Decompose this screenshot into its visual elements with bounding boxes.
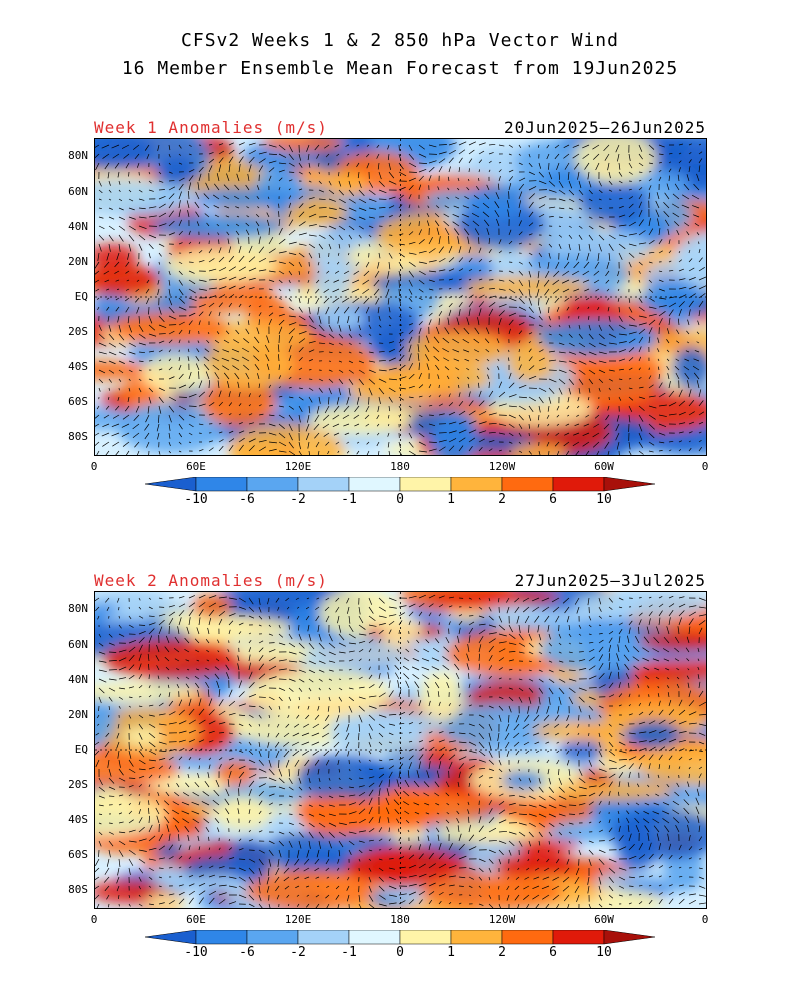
colorbar-label: -2 [290, 945, 306, 960]
colorbar-label: 1 [447, 492, 455, 507]
lat-label: 20S [68, 325, 88, 338]
colorbar-label: 0 [396, 492, 404, 507]
colorbar-label: 6 [549, 945, 557, 960]
colorbar-label: 0 [396, 945, 404, 960]
colorbar-label: 10 [596, 945, 612, 960]
lat-label: 20S [68, 778, 88, 791]
lat-label: 40N [68, 673, 88, 686]
lon-label: 120W [488, 460, 516, 473]
colorbar-label: -2 [290, 492, 306, 507]
colorbar-label: -1 [341, 492, 357, 507]
lat-label: 20N [68, 255, 88, 268]
lat-label: 60S [68, 395, 88, 408]
week2-dates: 27Jun2025—3Jul2025 [514, 571, 706, 590]
lon-label: 120W [488, 913, 516, 926]
colorbar-label: -6 [239, 492, 255, 507]
colorbar-label: -1 [341, 945, 357, 960]
week2-label: Week 2 Anomalies (m/s) [94, 571, 328, 590]
lat-label: 40S [68, 813, 88, 826]
anomaly-field [95, 139, 706, 455]
colorbar-label: 6 [549, 492, 557, 507]
lon-label: 180 [390, 460, 410, 473]
lat-label: 80S [68, 430, 88, 443]
lat-label: 60N [68, 185, 88, 198]
lat-label: 60N [68, 638, 88, 651]
colorbar-label: -6 [239, 945, 255, 960]
colorbar-label: -10 [184, 945, 208, 960]
colorbar-label: 2 [498, 945, 506, 960]
week2-anomaly-map [94, 591, 707, 909]
colorbar-label: 10 [596, 492, 612, 507]
lat-label: EQ [74, 743, 88, 756]
colorbar-label: 1 [447, 945, 455, 960]
lon-label: 60W [594, 913, 614, 926]
colorbar: -10 -6 -2 -1 0 1 2 6 10 [0, 477, 800, 517]
lon-label: 60E [186, 460, 206, 473]
lon-label: 0 [90, 913, 98, 926]
lon-label: 120E [284, 460, 312, 473]
chart-subtitle: 16 Member Ensemble Mean Forecast from 19… [121, 58, 679, 79]
chart-title: CFSv2 Weeks 1 & 2 850 hPa Vector Wind [181, 30, 619, 51]
week1-anomaly-map [94, 138, 707, 456]
colorbar: -10 -6 -2 -1 0 1 2 6 10 [0, 930, 800, 970]
lon-label: 60W [594, 460, 614, 473]
week1-label: Week 1 Anomalies (m/s) [94, 118, 328, 137]
lon-label: 120E [284, 913, 312, 926]
lat-label: 20N [68, 708, 88, 721]
colorbar-label: -10 [184, 492, 208, 507]
colorbar-label: 2 [498, 492, 506, 507]
lon-label: 0 [701, 460, 709, 473]
lon-label: 60E [186, 913, 206, 926]
lat-label: 40S [68, 360, 88, 373]
lon-label: 180 [390, 913, 410, 926]
lon-label: 0 [90, 460, 98, 473]
lat-label: 60S [68, 848, 88, 861]
lat-label: 80S [68, 883, 88, 896]
lat-label: EQ [74, 290, 88, 303]
anomaly-field [95, 592, 706, 908]
week1-dates: 20Jun2025—26Jun2025 [503, 118, 706, 137]
lat-label: 40N [68, 220, 88, 233]
lon-label: 0 [701, 913, 709, 926]
lat-label: 80N [68, 602, 88, 615]
lat-label: 80N [68, 149, 88, 162]
